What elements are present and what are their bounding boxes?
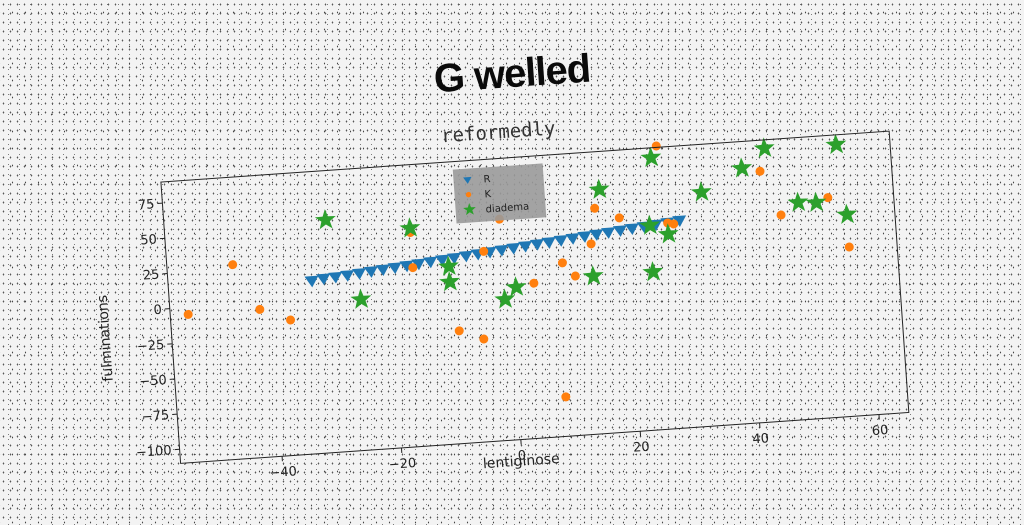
data-point [565, 233, 580, 245]
data-point [518, 241, 533, 253]
data-point [376, 264, 391, 276]
data-point [601, 227, 616, 239]
data-point [823, 193, 833, 203]
data-point [506, 243, 521, 255]
legend-label: K [484, 189, 492, 200]
data-point [183, 310, 193, 320]
x-tick-label: 20 [633, 440, 651, 456]
y-axis-label: fulminations [95, 294, 117, 382]
y-tick-label: −75 [141, 408, 169, 425]
data-point [690, 181, 712, 202]
data-point [364, 266, 379, 278]
data-point [505, 276, 527, 297]
data-point [755, 166, 765, 176]
data-point [340, 270, 355, 282]
data-point [423, 257, 438, 269]
y-tick-label: 0 [153, 303, 162, 319]
data-point [787, 191, 809, 212]
y-tick-label: −25 [136, 338, 164, 355]
data-point [494, 245, 509, 257]
data-point [805, 191, 827, 212]
data-point [561, 392, 571, 402]
data-point [304, 276, 319, 288]
y-tick-label: 25 [142, 268, 160, 284]
series-r [302, 215, 689, 287]
x-tick-label: 60 [871, 423, 889, 439]
data-point [731, 157, 753, 178]
data-point [530, 239, 545, 251]
data-point [586, 239, 596, 249]
data-point [542, 237, 557, 249]
data-point [844, 242, 854, 252]
y-tick-label: −50 [139, 373, 167, 390]
data-point [836, 203, 858, 224]
data-point [454, 326, 464, 336]
data-point [286, 315, 296, 325]
data-point [352, 268, 367, 280]
data-point [614, 213, 624, 223]
data-point [554, 235, 569, 247]
y-tick-label: 75 [137, 197, 155, 213]
data-point [625, 223, 640, 235]
data-point [228, 260, 238, 270]
data-point [439, 270, 461, 291]
data-point [459, 251, 474, 263]
data-point [642, 260, 664, 281]
x-tick-label: −20 [388, 456, 416, 473]
x-tick-label: −40 [269, 464, 297, 481]
data-point [613, 225, 628, 237]
data-point [479, 334, 489, 344]
data-point [350, 288, 372, 309]
chart-title: reformedly [440, 117, 556, 147]
data-point [255, 305, 265, 315]
data-point [590, 203, 600, 213]
legend-label: R [483, 174, 491, 185]
y-tick-label: −100 [136, 443, 173, 460]
x-tick-label: 40 [752, 431, 770, 447]
data-point [825, 133, 847, 154]
data-point [571, 271, 581, 281]
data-point [651, 141, 661, 151]
data-point [529, 278, 539, 288]
x-axis-label: lentiginose [482, 451, 560, 472]
data-point [388, 262, 403, 274]
data-point [582, 265, 604, 286]
data-point [588, 178, 610, 199]
data-point [558, 258, 568, 268]
series-diadema [311, 131, 862, 321]
data-point [316, 273, 331, 285]
data-point [328, 272, 343, 284]
data-point [776, 210, 786, 220]
data-point [314, 208, 336, 229]
y-tick-label: 50 [140, 232, 158, 248]
